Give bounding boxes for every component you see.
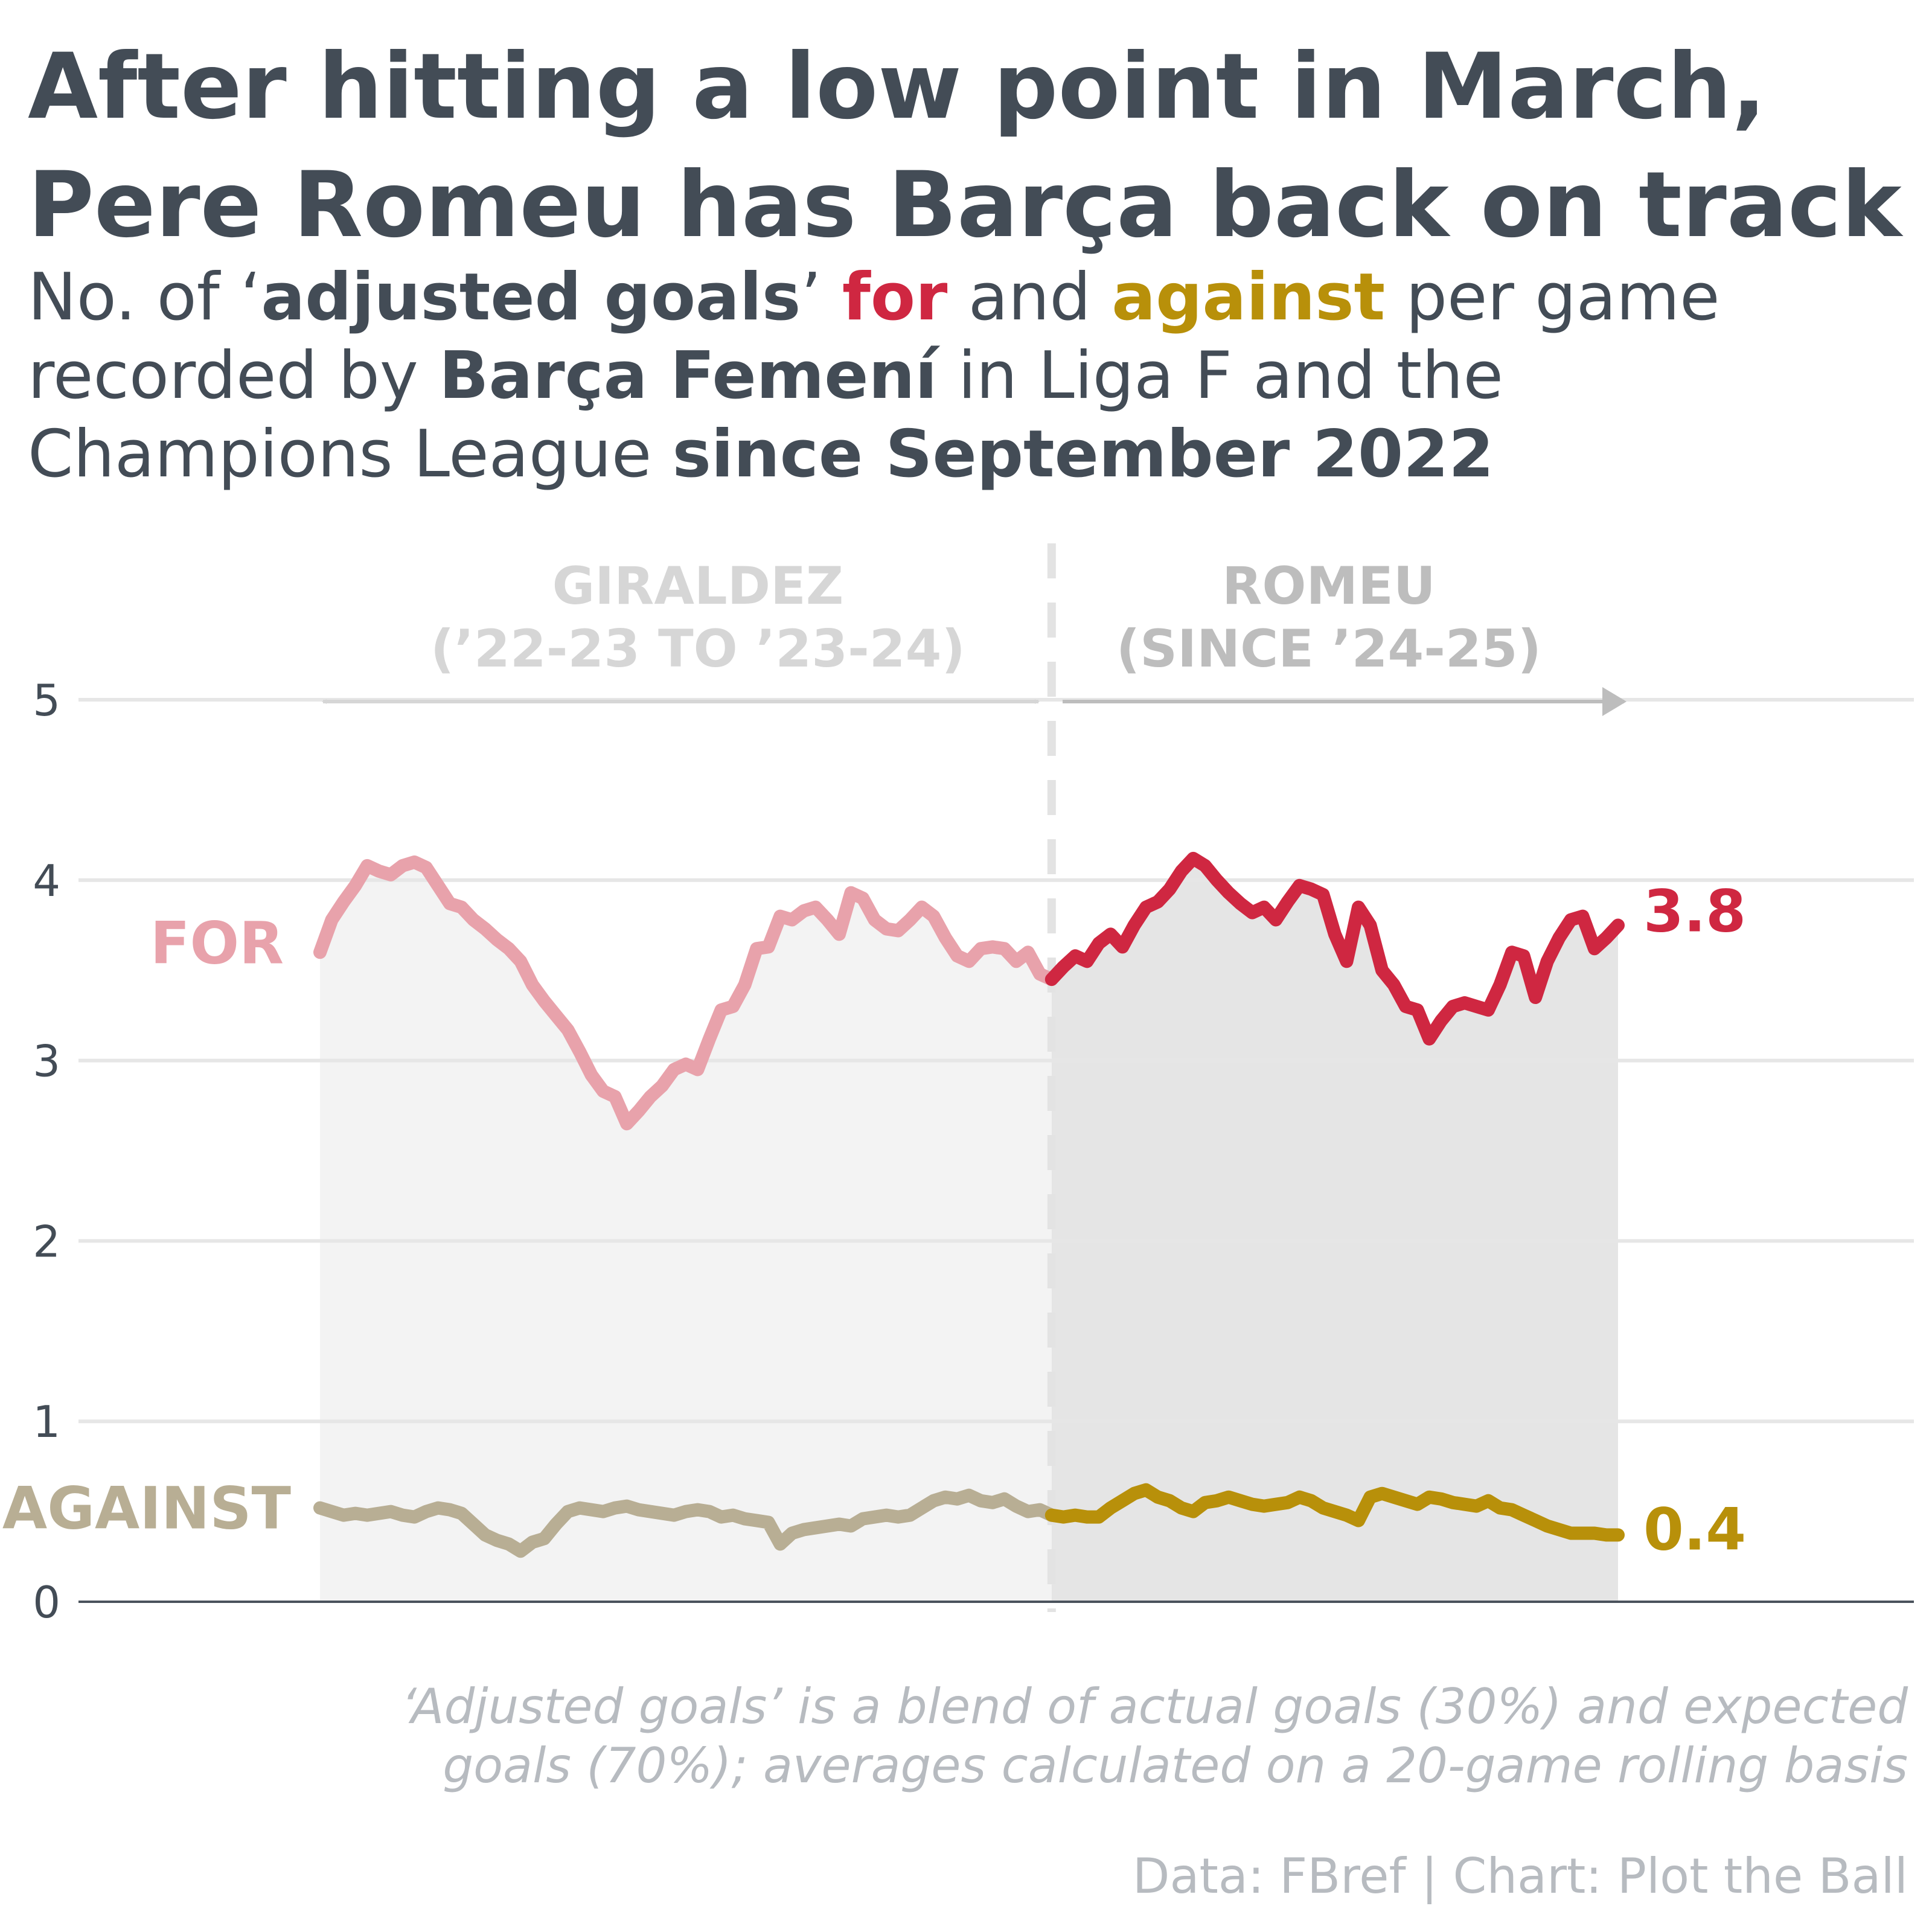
subtitle-emphasis: adjusted goals — [261, 260, 801, 335]
for-line-giraldez — [313, 855, 1058, 1131]
subtitle-against-keyword: against — [1112, 260, 1386, 335]
end-value-for: 3.8 — [1643, 878, 1746, 945]
y-tick-label: 0 — [33, 1577, 60, 1628]
against-line-giraldez — [313, 1488, 1058, 1558]
period-areas — [320, 858, 1618, 1602]
line-chart: 0 1 2 3 4 5 GIRALDEZ (’22-23 TO ’23-24) ROMEU… — [2, 543, 1914, 1628]
subtitle-for-keyword: for — [842, 260, 948, 335]
series-label-against: AGAINST — [2, 1475, 291, 1543]
subtitle-text: recorded by — [28, 338, 440, 414]
series-lines — [313, 851, 1625, 1558]
chart-subtitle: No. of ‘adjusted goals’ for and against … — [28, 258, 1924, 494]
methodology-note: ‘Adjusted goals’ is a blend of actual go… — [97, 1677, 1908, 1796]
for-line-romeu — [1044, 851, 1625, 1046]
y-tick-label: 5 — [33, 675, 60, 726]
subtitle-text: ’ — [801, 260, 842, 335]
subtitle-text: in Liga F and the — [937, 338, 1503, 414]
y-axis-ticks: 0 1 2 3 4 5 — [33, 675, 60, 1628]
period-label-giraldez: GIRALDEZ — [552, 556, 844, 616]
source-credit: Data: FBref | Chart: Plot the Ball — [1132, 1848, 1908, 1904]
title-line-2: Pere Romeu has Barça back on track — [28, 153, 1902, 258]
subtitle-text: No. of ‘ — [28, 260, 261, 335]
note-line-2: goals (70%); averages calculated on a 20… — [443, 1738, 1908, 1794]
arrow-head-romeu — [1602, 687, 1627, 716]
subtitle-text: per game — [1385, 260, 1720, 335]
annotation-giraldez: GIRALDEZ (’22-23 TO ’23-24) — [322, 556, 1040, 704]
area-giraldez — [320, 862, 1052, 1602]
end-value-against: 0.4 — [1643, 1495, 1746, 1563]
period-sublabel-giraldez: (’22-23 TO ’23-24) — [430, 619, 965, 679]
note-line-1: ‘Adjusted goals’ is a blend of actual go… — [401, 1678, 1908, 1735]
y-tick-label: 1 — [33, 1396, 60, 1447]
y-tick-label: 3 — [33, 1036, 60, 1087]
subtitle-text: and — [947, 260, 1112, 335]
y-tick-label: 4 — [33, 856, 60, 906]
series-label-for: FOR — [150, 909, 284, 977]
title-line-1: After hitting a low point in March, — [28, 34, 1767, 139]
subtitle-text: Champions League — [28, 417, 673, 492]
chart-title: After hitting a low point in March, Pere… — [28, 28, 1911, 264]
subtitle-emphasis: since September 2022 — [672, 417, 1494, 492]
area-romeu — [1051, 858, 1618, 1602]
subtitle-emphasis: Barça Femení — [439, 338, 938, 414]
period-sublabel-romeu: (SINCE ’24-25) — [1116, 619, 1541, 679]
y-tick-label: 2 — [33, 1216, 60, 1267]
against-line-romeu — [1044, 1483, 1625, 1542]
period-label-romeu: ROMEU — [1222, 556, 1436, 616]
annotation-romeu: ROMEU (SINCE ’24-25) — [1063, 556, 1624, 703]
